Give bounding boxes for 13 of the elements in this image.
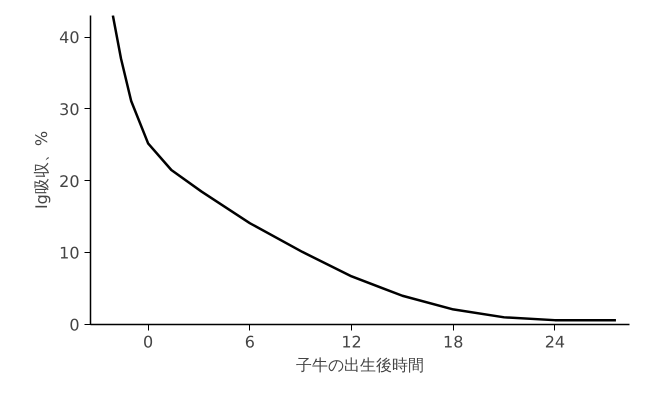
y-tick-label: 10 [59, 244, 80, 263]
x-tick-label: 24 [544, 332, 566, 352]
x-tick-label: 12 [341, 332, 362, 352]
x-tick-label: 0 [143, 332, 154, 352]
x-tick-label: 18 [443, 332, 464, 352]
y-tick-label: 20 [59, 172, 80, 191]
line-series [112, 16, 618, 322]
x-axis-title: 子牛の出生後時間 [296, 356, 424, 374]
y-axis-title: Ig吸収、% [32, 130, 52, 210]
y-tick-label: 40 [59, 28, 80, 48]
y-tick-label: 30 [59, 100, 80, 119]
x-tick-label: 6 [244, 332, 255, 352]
y-tick-label: 0 [69, 316, 80, 334]
